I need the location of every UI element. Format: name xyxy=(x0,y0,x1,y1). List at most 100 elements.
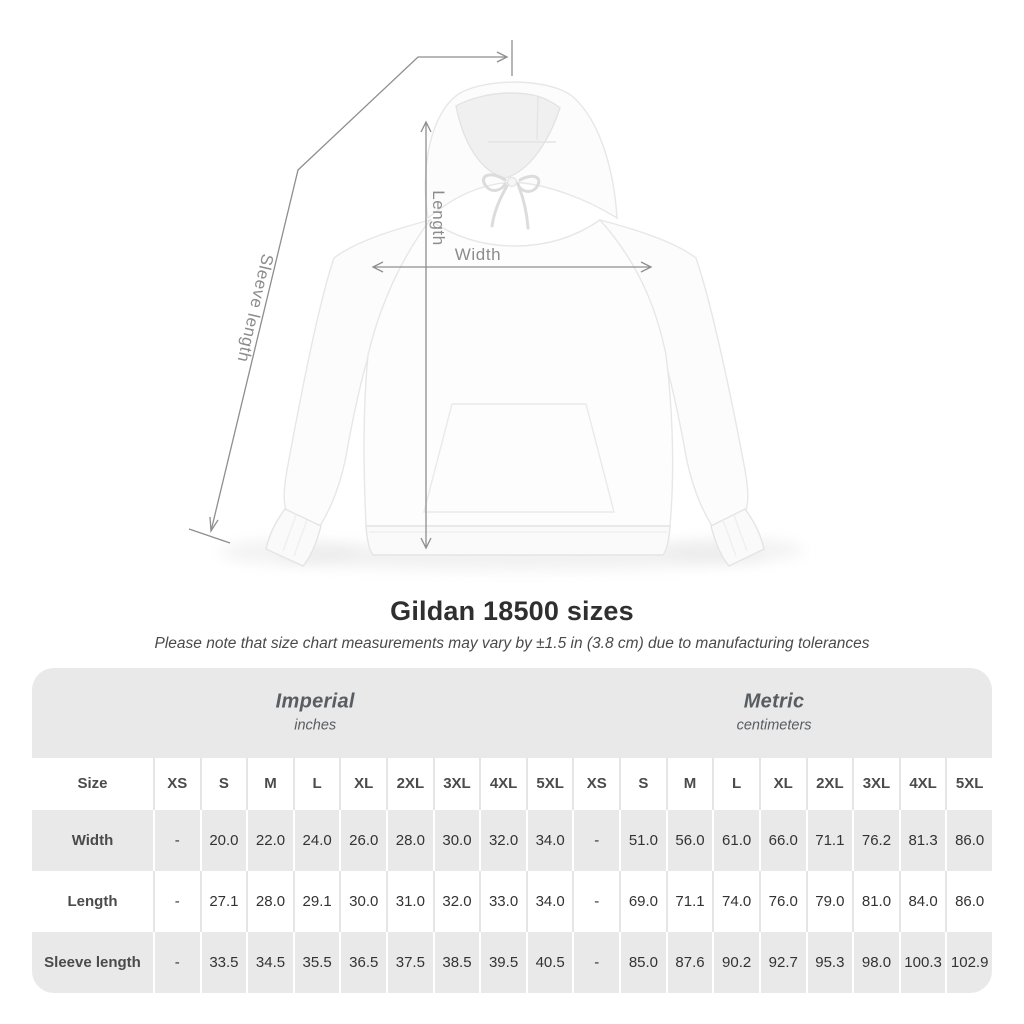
sleeve-length-label: Sleeve length xyxy=(234,252,277,364)
imperial-sublabel: inches xyxy=(294,717,337,734)
measurement-value: 85.0 xyxy=(619,931,666,993)
measurement-value: 92.7 xyxy=(758,931,806,993)
measurement-value: 84.0 xyxy=(898,870,946,932)
measurement-value: 27.1 xyxy=(199,870,247,932)
size-column-header: S xyxy=(619,757,666,810)
hoodie-measurement-diagram: Sleeve length Length Width xyxy=(188,40,803,570)
measurement-value: - xyxy=(572,870,619,932)
measurement-value: 100.3 xyxy=(898,931,946,993)
measurement-value: 22.0 xyxy=(246,809,293,871)
measurement-label: Sleeve length xyxy=(44,953,141,971)
measurement-label: Length xyxy=(67,892,118,910)
size-column-header: XL xyxy=(758,757,806,810)
measurement-value: 102.9 xyxy=(945,931,992,993)
measurement-value: 20.0 xyxy=(199,809,247,871)
measurement-value: 71.1 xyxy=(805,809,853,871)
measurement-value: 81.3 xyxy=(898,809,946,871)
size-column-header: 3XL xyxy=(852,757,899,810)
measurement-value: 37.5 xyxy=(386,931,433,993)
measurement-value: 34.5 xyxy=(246,931,293,993)
measurement-value: 95.3 xyxy=(805,931,853,993)
measurement-value: 35.5 xyxy=(292,931,340,993)
hoodie-drawstrings xyxy=(481,173,541,230)
measurement-value: 28.0 xyxy=(246,870,293,932)
measurement-row: Width -20.0 22.0 24.0 26.0 28.0 30.0 32.0 34.0-5… xyxy=(32,809,992,871)
size-column-header: 4XL xyxy=(898,757,946,810)
measurement-value: - xyxy=(153,870,200,932)
length-arrow xyxy=(420,120,432,550)
measurement-value: 24.0 xyxy=(292,809,340,871)
measurement-value: 32.0 xyxy=(432,870,480,932)
size-column-header: 3XL xyxy=(432,757,480,810)
measurement-value: 38.5 xyxy=(432,931,480,993)
tolerance-note: Please note that size chart measurements… xyxy=(154,634,870,652)
measurement-value: 28.0 xyxy=(386,809,433,871)
measurement-value: 31.0 xyxy=(386,870,433,932)
hoodie-drawstring-knot xyxy=(507,177,517,187)
measurement-value: 81.0 xyxy=(852,870,899,932)
size-column-header: 2XL xyxy=(386,757,433,810)
measurement-value: 90.2 xyxy=(712,931,759,993)
imperial-unit-header: Imperial inches xyxy=(276,690,355,733)
measurement-value: 69.0 xyxy=(619,870,666,932)
measurement-value: 66.0 xyxy=(758,809,806,871)
size-column-header: 5XL xyxy=(945,757,992,810)
measurement-value: 32.0 xyxy=(479,809,526,871)
measurement-value: 79.0 xyxy=(805,870,853,932)
measurement-value: 33.5 xyxy=(199,931,247,993)
size-column-header: XL xyxy=(339,757,386,810)
size-column-header: S xyxy=(199,757,247,810)
measurement-value: 33.0 xyxy=(479,870,526,932)
size-column-header: XS xyxy=(572,757,619,810)
measurement-value: 40.5 xyxy=(525,931,573,993)
hoodie-hem xyxy=(365,525,671,556)
size-column-header: M xyxy=(246,757,293,810)
measurement-value: 61.0 xyxy=(712,809,759,871)
hoodie-left-cuff xyxy=(265,508,322,567)
measurement-value: 34.0 xyxy=(525,809,573,871)
measurement-value: 39.5 xyxy=(479,931,526,993)
size-column-header: L xyxy=(292,757,340,810)
size-column-header: L xyxy=(712,757,759,810)
measurement-value: - xyxy=(153,809,200,871)
measurement-value: 51.0 xyxy=(619,809,666,871)
hoodie-hood-opening xyxy=(455,92,561,179)
measurement-row: Sleeve length -33.5 34.5 35.5 36.5 37.5 38.5 39… xyxy=(32,931,992,993)
size-table: Imperial inches Metric centimeters Size X… xyxy=(32,667,992,993)
metric-unit-header: Metric centimeters xyxy=(737,690,812,733)
size-column-title: Size xyxy=(77,775,108,793)
table-rows: Width -20.0 22.0 24.0 26.0 28.0 30.0 32.0 34.0-5… xyxy=(32,809,992,993)
measurement-value: 26.0 xyxy=(339,809,386,871)
hoodie-pocket xyxy=(423,403,615,513)
measurement-value: 56.0 xyxy=(665,809,713,871)
measurement-value: 87.6 xyxy=(665,931,713,993)
measurement-annotations xyxy=(188,40,653,550)
measurement-value: 76.0 xyxy=(758,870,806,932)
unit-header-band: Imperial inches Metric centimeters xyxy=(32,667,992,758)
measurement-value: - xyxy=(572,931,619,993)
measurement-value: 98.0 xyxy=(852,931,899,993)
measurement-value: 29.1 xyxy=(292,870,340,932)
measurement-value: - xyxy=(572,809,619,871)
measurement-row: Length -27.1 28.0 29.1 30.0 31.0 32.0 33.0 34.0-… xyxy=(32,870,992,932)
size-column-header: 5XL xyxy=(525,757,573,810)
sleeve-length-arrow xyxy=(188,51,509,544)
measurement-value: 86.0 xyxy=(945,870,992,932)
measurement-value: 36.5 xyxy=(339,931,386,993)
width-arrow xyxy=(371,261,653,273)
length-label: Length xyxy=(429,190,448,246)
metric-label: Metric xyxy=(743,690,805,713)
size-column-header: M xyxy=(665,757,713,810)
size-column-header: 4XL xyxy=(479,757,526,810)
measurement-value: 86.0 xyxy=(945,809,992,871)
size-column-header: XS xyxy=(153,757,200,810)
size-column-header: 2XL xyxy=(805,757,853,810)
metric-sublabel: centimeters xyxy=(736,717,812,734)
measurement-value: 74.0 xyxy=(712,870,759,932)
measurement-value: 71.1 xyxy=(665,870,713,932)
measurement-value: - xyxy=(153,931,200,993)
measurement-value: 34.0 xyxy=(525,870,573,932)
measurement-label: Width xyxy=(71,831,114,849)
width-label: Width xyxy=(455,245,501,264)
measurement-value: 30.0 xyxy=(339,870,386,932)
